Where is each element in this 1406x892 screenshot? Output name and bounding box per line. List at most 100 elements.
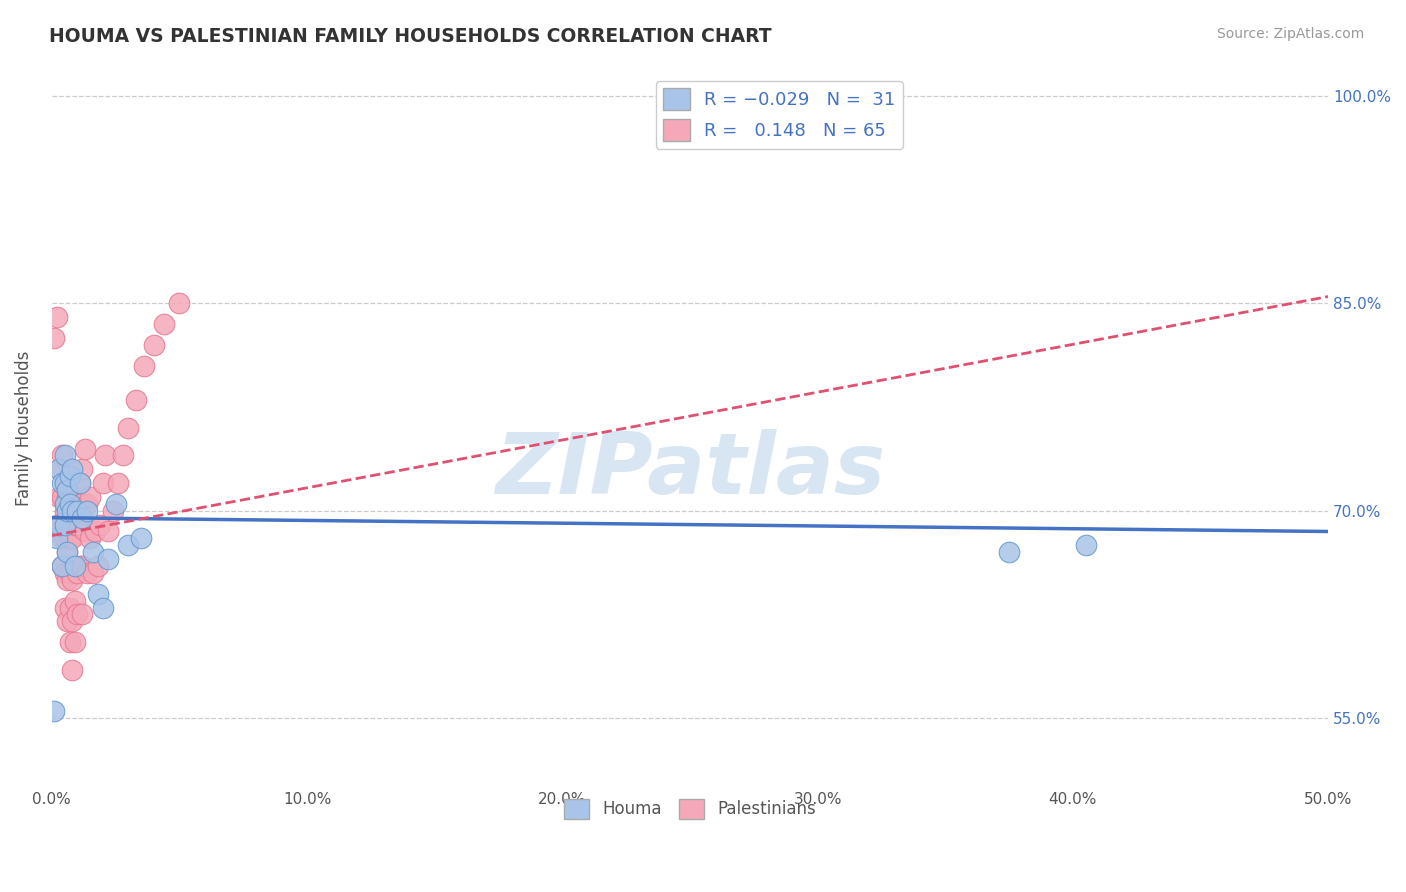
Point [51,449,73,463]
Point [112,449,135,463]
Point [66,517,89,532]
Point [76,504,98,518]
Point [72,607,94,622]
Point [79,794,101,808]
Point [51,476,73,491]
Point [117,538,139,552]
Point [63,517,86,532]
Point [66,566,89,580]
Point [45,532,67,546]
Point [69,476,91,491]
Point [44,331,66,345]
Point [82,566,104,580]
Point [59,635,82,649]
Point [56,545,79,559]
Point [82,545,104,559]
Point [69,559,91,574]
Point [86,559,108,574]
Point [48,462,70,476]
Point [79,490,101,504]
Point [104,497,127,511]
Text: ZIPatlas: ZIPatlas [495,429,884,513]
Point [56,615,79,629]
Point [73,442,96,456]
Point [129,532,152,546]
Point [56,545,79,559]
Point [94,449,117,463]
Point [169,296,191,310]
Point [56,504,79,518]
Point [59,532,82,546]
Point [60,504,83,518]
Point [53,476,76,491]
Point [59,566,82,580]
Point [998,545,1021,559]
Point [53,600,76,615]
Point [66,504,89,518]
Point [84,524,107,539]
Point [53,497,76,511]
Point [1074,538,1097,552]
Point [97,524,120,539]
Point [91,600,114,615]
Point [53,504,76,518]
Point [60,615,83,629]
Point [132,359,155,373]
Point [53,517,76,532]
Point [86,587,108,601]
Point [72,462,94,476]
Point [107,476,129,491]
Point [48,490,70,504]
Text: Source: ZipAtlas.com: Source: ZipAtlas.com [1216,27,1364,41]
Point [117,421,139,435]
Point [48,517,70,532]
Legend: Houma, Palestinians: Houma, Palestinians [558,792,823,826]
Point [59,504,82,518]
Point [56,573,79,587]
Point [125,393,148,408]
Point [56,483,79,497]
Point [51,559,73,574]
Point [53,449,76,463]
Point [63,593,86,607]
Point [53,476,76,491]
Point [60,532,83,546]
Point [142,338,165,352]
Point [73,524,96,539]
Point [76,497,98,511]
Point [51,490,73,504]
Point [89,517,111,532]
Point [91,476,114,491]
Point [45,310,67,325]
Point [53,532,76,546]
Point [48,517,70,532]
Point [69,476,91,491]
Point [72,559,94,574]
Point [76,566,98,580]
Point [63,559,86,574]
Point [48,462,70,476]
Point [60,490,83,504]
Point [153,317,176,331]
Point [101,504,124,518]
Point [72,510,94,524]
Point [51,559,73,574]
Point [66,607,89,622]
Point [97,552,120,566]
Point [60,573,83,587]
Point [59,497,82,511]
Point [59,600,82,615]
Text: HOUMA VS PALESTINIAN FAMILY HOUSEHOLDS CORRELATION CHART: HOUMA VS PALESTINIAN FAMILY HOUSEHOLDS C… [49,27,772,45]
Point [51,532,73,546]
Point [79,532,101,546]
Point [56,517,79,532]
Point [60,663,83,677]
Point [45,517,67,532]
Point [63,635,86,649]
Point [53,566,76,580]
Point [69,497,91,511]
Point [60,462,83,476]
Point [44,704,66,718]
Y-axis label: Family Households: Family Households [15,351,32,506]
Point [59,469,82,483]
